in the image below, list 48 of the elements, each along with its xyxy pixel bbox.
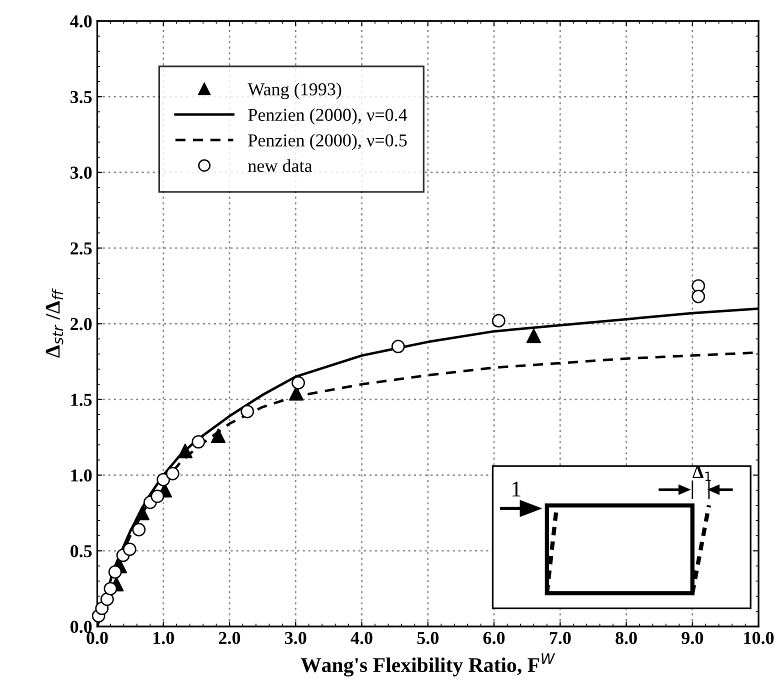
x-tick-label: 2.0 [218,632,240,644]
annotation: 1 [512,482,520,496]
x-tick-label: 1.0 [154,632,174,644]
point [100,592,114,606]
x-axis-title: Wang's Flexibility Ratio, F$^{W}$ [300,653,556,676]
y-tick-label: 2.5 [70,242,92,255]
point [289,386,304,401]
y-tick-label: 2.0 [70,318,92,330]
legend-label: new data [248,159,312,172]
point [692,290,706,304]
point [192,435,206,449]
point [292,376,305,390]
x-tick-label: 10.0 [744,632,774,644]
point [178,444,192,458]
y-tick-label: 3.5 [70,90,92,104]
y-tick-label: 3.0 [70,166,92,179]
x-tick-label: 0.0 [86,632,108,644]
point [492,314,506,328]
point [240,404,254,418]
point [156,472,170,486]
legend-label: Wang (1993) [248,82,342,100]
point [122,542,136,556]
point [526,328,541,344]
point [132,522,146,536]
y-tick-label: 0.5 [70,545,92,558]
point [104,582,118,596]
x-tick-label: 9.0 [682,632,704,644]
point [166,466,180,480]
y-axis-title: Δ$_{str}$ /Δ$_{ff}$ [46,288,64,358]
point [108,565,122,579]
point [150,490,164,504]
x-tick-label: 4.0 [350,632,372,644]
legend-label: Penzien (2000), ν=0.4 [248,108,408,125]
x-tick-label: 5.0 [417,632,438,644]
point [134,506,150,520]
x-tick-label: 3.0 [285,632,306,644]
point [210,428,226,444]
legend-label: Penzien (2000), ν=0.5 [248,134,407,150]
y-tick-label: 0.0 [70,620,92,634]
point [391,340,405,354]
x-tick-label: 7.0 [550,632,571,644]
y-tick-label: 4.0 [70,15,92,28]
y-tick-label: 1.0 [71,469,92,482]
x-tick-label: 8.0 [616,632,637,644]
annotation: Δ$_{1}$ [692,466,711,481]
x-tick-label: 6.0 [483,632,505,644]
y-tick-label: 1.5 [71,394,92,406]
point [95,602,109,616]
